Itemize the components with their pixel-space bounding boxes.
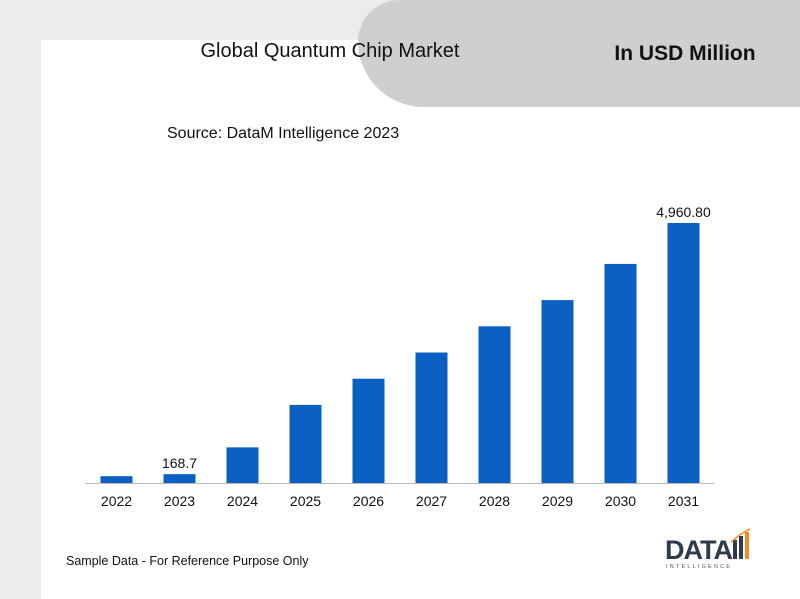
bar-2022 <box>100 476 133 483</box>
x-tick-label: 2029 <box>542 493 573 509</box>
bar-2027 <box>415 352 448 483</box>
bar-2024 <box>226 447 259 483</box>
logo-bar-2 <box>739 536 743 559</box>
logo-text: DATA <box>665 535 732 565</box>
x-tick-label: 2028 <box>479 493 510 509</box>
data-label-2023: 168.7 <box>162 455 197 471</box>
logo-bar-1 <box>733 540 737 559</box>
x-tick-label: 2023 <box>164 493 195 509</box>
bar-2026 <box>352 378 385 483</box>
x-tick-label: 2022 <box>101 493 132 509</box>
bar-2028 <box>478 326 511 483</box>
bar-2029 <box>541 300 574 483</box>
x-tick-label: 2031 <box>668 493 699 509</box>
data-label-2031: 4,960.80 <box>656 204 711 220</box>
logo-bar-3 <box>745 532 749 559</box>
x-tick-label: 2024 <box>227 493 258 509</box>
x-tick-label: 2025 <box>290 493 321 509</box>
chart-title: Global Quantum Chip Market <box>200 40 460 62</box>
logo-arrow-icon <box>730 528 751 543</box>
bar-2025 <box>289 404 322 483</box>
bar-2030 <box>604 263 637 483</box>
card-corner <box>640 107 800 599</box>
logo-subtext: INTELLIGENCE <box>666 564 732 570</box>
footer-note: Sample Data - For Reference Purpose Only <box>66 554 309 568</box>
bar-2031 <box>667 223 700 483</box>
bar-2023 <box>163 474 196 483</box>
source-note: Source: DataM Intelligence 2023 <box>167 125 400 142</box>
unit-label: In USD Million <box>614 42 756 65</box>
x-tick-label: 2030 <box>605 493 636 509</box>
x-tick-label: 2026 <box>353 493 384 509</box>
unit-banner <box>358 0 800 107</box>
x-tick-label: 2027 <box>416 493 447 509</box>
datam-logo: DATA INTELLIGENCE <box>665 528 751 570</box>
